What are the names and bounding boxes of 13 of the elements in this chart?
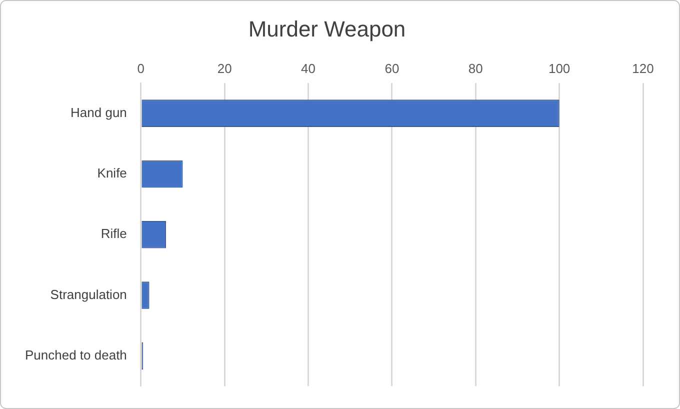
x-tick-label: 0 [137,60,145,76]
y-tick-label: Punched to death [24,347,127,362]
x-tick-label: 80 [468,60,483,76]
y-tick-label: Rifle [100,226,127,242]
chart-title: Murder Weapon [248,16,406,42]
x-tick-label: 60 [384,60,400,76]
x-tick-label: 120 [632,60,654,76]
x-tick-label: 40 [301,60,316,76]
y-tick-label: Knife [97,166,127,181]
y-tick-label: Hand gun [70,104,127,120]
x-tick-label: 100 [548,60,570,76]
y-tick-label: Strangulation [50,286,127,302]
x-tick-label: 20 [217,60,232,76]
